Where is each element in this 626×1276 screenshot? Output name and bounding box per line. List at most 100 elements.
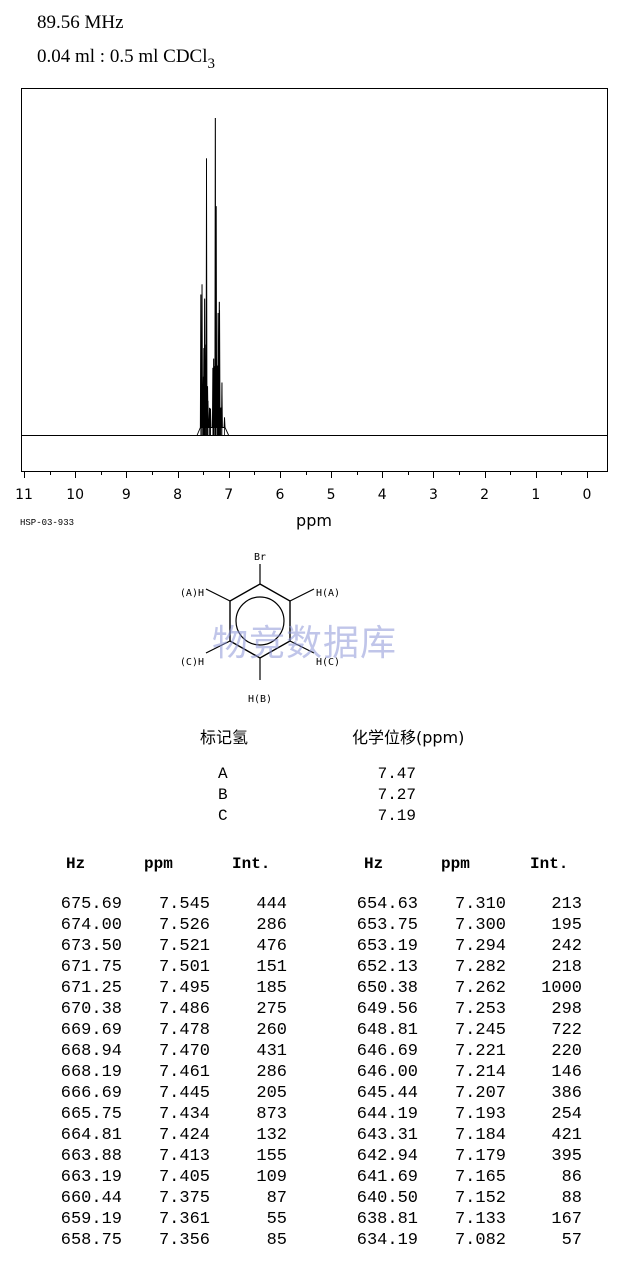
label-h-right-lower: H(C) [316, 657, 340, 668]
peak-table-ppm-cell: 7.221 [454, 1042, 506, 1061]
peak-table-header-int: Int. [232, 855, 271, 873]
bromobenzene-structure: Br (A)H H(A) (C)H H(C) H(B) [180, 552, 340, 705]
peak-table-ppm-cell: 7.434 [158, 1105, 210, 1124]
peak-table-ppm-cell: 7.262 [454, 979, 506, 998]
peak-table-ppm-cell: 7.207 [454, 1084, 506, 1103]
spectrometer-frequency: 89.56 MHz [37, 12, 124, 33]
peak-table-hz-cell: 641.69 [356, 1168, 418, 1187]
peak-table-ppm-cell: 7.133 [454, 1210, 506, 1229]
peak-table-hz-cell: 666.69 [60, 1084, 122, 1103]
label-h-right-upper: H(A) [316, 588, 340, 599]
assignment-shift-B: 7.27 [377, 786, 416, 804]
peak-table-ppm-cell: 7.294 [454, 937, 506, 956]
plot-frame [21, 88, 608, 472]
peak-table-hz-cell: 675.69 [60, 895, 122, 914]
bond-h-left-lower [205, 640, 231, 654]
peak-table-int-cell: 421 [551, 1126, 582, 1145]
peak-table-ppm-cell: 7.545 [158, 895, 210, 914]
peak-table-int-cell: 185 [256, 979, 287, 998]
peak-table-int-cell: 167 [551, 1210, 582, 1229]
peak-table-ppm-cell: 7.214 [454, 1063, 506, 1082]
assignment-shift-A: 7.47 [377, 765, 416, 783]
peak-table-int-cell: 298 [551, 1000, 582, 1019]
peak-table-ppm-cell: 7.165 [454, 1168, 506, 1187]
peak-table-ppm-cell: 7.413 [158, 1147, 210, 1166]
peak-table-ppm-cell: 7.193 [454, 1105, 506, 1124]
x-axis-label: ppm [296, 511, 332, 530]
peak-table-int-cell: 132 [256, 1126, 287, 1145]
peak-table-hz-cell: 668.94 [60, 1042, 122, 1061]
aromatic-circle [235, 596, 285, 646]
peak-table-ppm-cell: 7.424 [158, 1126, 210, 1145]
label-h-left-lower: (C)H [180, 657, 204, 668]
peak-table-int-cell: 254 [551, 1105, 582, 1124]
x-tick-label-3: 3 [429, 487, 438, 503]
x-tick-label-10: 10 [66, 487, 84, 503]
peak-table-ppm-cell: 7.179 [454, 1147, 506, 1166]
label-h-left-upper: (A)H [180, 588, 204, 599]
peak-table-int-cell: 873 [256, 1105, 287, 1124]
peak-table-int-cell: 1000 [541, 979, 582, 998]
x-tick-label-6: 6 [275, 487, 284, 503]
peak-table-int-cell: 57 [561, 1231, 582, 1250]
peak-table-ppm-cell: 7.245 [454, 1021, 506, 1040]
peak-table-ppm-cell: 7.470 [158, 1042, 210, 1061]
peak-table-int-cell: 195 [551, 916, 582, 935]
bond-h-left-upper [205, 588, 231, 602]
x-tick-label-5: 5 [327, 487, 336, 503]
peak-table-int-cell: 213 [551, 895, 582, 914]
peak-table-header-hz: Hz [66, 855, 86, 873]
peak-table-hz-cell: 643.31 [356, 1126, 418, 1145]
peak-table-ppm-cell: 7.478 [158, 1021, 210, 1040]
peak-table-ppm-cell: 7.082 [454, 1231, 506, 1250]
peak-table-int-cell: 151 [256, 958, 287, 977]
peak-table-hz-cell: 648.81 [356, 1021, 418, 1040]
peak-table-int-cell: 260 [256, 1021, 287, 1040]
peak-table-ppm-cell: 7.521 [158, 937, 210, 956]
peak-table-ppm-cell: 7.461 [158, 1063, 210, 1082]
peak-table-int-cell: 444 [256, 895, 287, 914]
assignment-label-C: C [218, 807, 228, 825]
peak-table-ppm-cell: 7.361 [158, 1210, 210, 1229]
peak-table-hz-cell: 653.19 [356, 937, 418, 956]
peak-table-hz-cell: 668.19 [60, 1063, 122, 1082]
peak-table-hz-cell: 665.75 [60, 1105, 122, 1124]
peak-table-int-cell: 155 [256, 1147, 287, 1166]
peak-table-hz-cell: 642.94 [356, 1147, 418, 1166]
peak-table-ppm-cell: 7.526 [158, 916, 210, 935]
label-h-bottom: H(B) [248, 694, 272, 705]
assignment-shift-C: 7.19 [377, 807, 416, 825]
nmr-spectrum-chart: 11 10 9 8 7 6 5 4 3 2 1 0 ppm [15, 88, 608, 530]
peak-table-hz-cell: 670.38 [60, 1000, 122, 1019]
peak-table-int-cell: 275 [256, 1000, 287, 1019]
peak-table-int-cell: 242 [551, 937, 582, 956]
peak-table-hz-cell: 640.50 [356, 1189, 418, 1208]
peak-table-int-cell: 476 [256, 937, 287, 956]
bond-h-right-upper [289, 588, 315, 602]
peak-table-hz-cell: 645.44 [356, 1084, 418, 1103]
peak-table-hz-cell: 646.69 [356, 1042, 418, 1061]
peak-table-int-cell: 86 [561, 1168, 582, 1187]
peak-table-hz-cell: 663.88 [60, 1147, 122, 1166]
peak-table-ppm-cell: 7.486 [158, 1000, 210, 1019]
assignment-label-B: B [218, 786, 228, 804]
peak-table-header-ppm: ppm [441, 855, 470, 873]
peak-table-ppm-cell: 7.501 [158, 958, 210, 977]
label-br: Br [254, 552, 266, 563]
peak-table-hz-cell: 634.19 [356, 1231, 418, 1250]
peak-table-hz-cell: 650.38 [356, 979, 418, 998]
peak-table-ppm-cell: 7.300 [454, 916, 506, 935]
peak-table-int-cell: 286 [256, 1063, 287, 1082]
peak-table-hz-cell: 674.00 [60, 916, 122, 935]
peak-table-int-cell: 722 [551, 1021, 582, 1040]
bond-h-right-lower [289, 640, 315, 654]
peak-table-ppm-cell: 7.495 [158, 979, 210, 998]
peak-table-hz-cell: 638.81 [356, 1210, 418, 1229]
sample-concentration: 0.04 ml : 0.5 ml CDCl3 [37, 46, 215, 73]
peak-lines [196, 117, 230, 436]
peak-table-hz-cell: 671.25 [60, 979, 122, 998]
peak-table-hz-cell: 663.19 [60, 1168, 122, 1187]
peak-table-ppm-cell: 7.310 [454, 895, 506, 914]
peak-table-int-cell: 88 [561, 1189, 582, 1208]
peak-table-int-cell: 85 [266, 1231, 287, 1250]
